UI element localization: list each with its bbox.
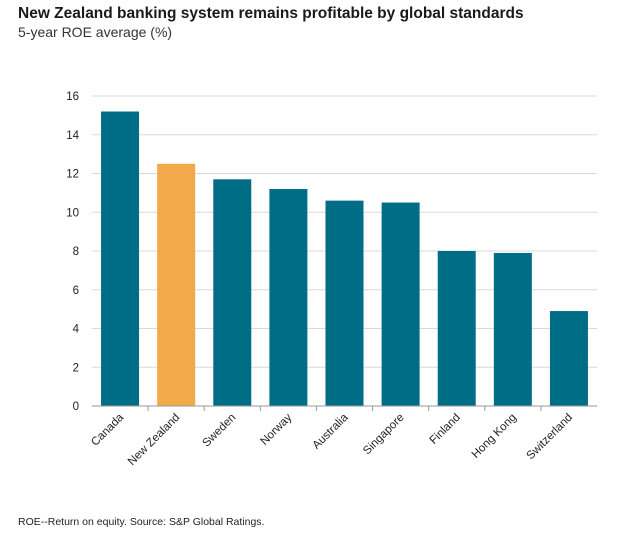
x-tick-label: Canada xyxy=(89,411,126,448)
y-tick-label: 14 xyxy=(66,130,79,142)
chart-subtitle: 5-year ROE average (%) xyxy=(18,24,173,40)
y-tick-label: 12 xyxy=(66,169,79,181)
source-footnote: ROE--Return on equity. Source: S&P Globa… xyxy=(18,516,265,528)
bar-switzerland xyxy=(549,311,588,406)
y-tick-label: 16 xyxy=(66,91,79,103)
y-tick-label: 8 xyxy=(73,246,79,258)
bar-australia xyxy=(325,200,364,406)
bar-norway xyxy=(269,189,308,406)
bar-finland xyxy=(437,251,476,406)
y-axis: 0 2 4 6 8 10 12 14 16 xyxy=(66,91,79,413)
y-tick-label: 4 xyxy=(73,324,80,336)
bar-sweden xyxy=(213,179,252,406)
bars xyxy=(101,111,588,406)
bar-canada xyxy=(101,111,140,406)
x-tick-label: Norway xyxy=(258,411,294,447)
x-tick-label: Singapore xyxy=(361,412,407,458)
y-tick-label: 0 xyxy=(73,401,79,413)
x-tick-label: Finland xyxy=(428,412,463,447)
y-tick-label: 6 xyxy=(73,285,79,297)
bar-hong-kong xyxy=(493,252,532,406)
x-axis: Canada New Zealand Sweden Norway Australia Si… xyxy=(89,405,597,468)
x-tick-label: Australia xyxy=(310,411,351,452)
x-tick-label: Switzerland xyxy=(525,412,576,463)
x-tick-label: Hong Kong xyxy=(470,412,519,461)
y-tick-label: 2 xyxy=(73,362,79,374)
bar-singapore xyxy=(381,202,420,406)
y-tick-label: 10 xyxy=(66,207,79,219)
bar-new-zealand xyxy=(157,163,196,406)
x-tick-label: New Zealand xyxy=(126,412,182,468)
x-tick-label: Sweden xyxy=(201,412,239,450)
chart-title: New Zealand banking system remains profi… xyxy=(18,5,524,22)
bar-chart: 0 2 4 6 8 10 12 14 16 Canada New Zealand Sweden Nor… xyxy=(66,91,597,468)
